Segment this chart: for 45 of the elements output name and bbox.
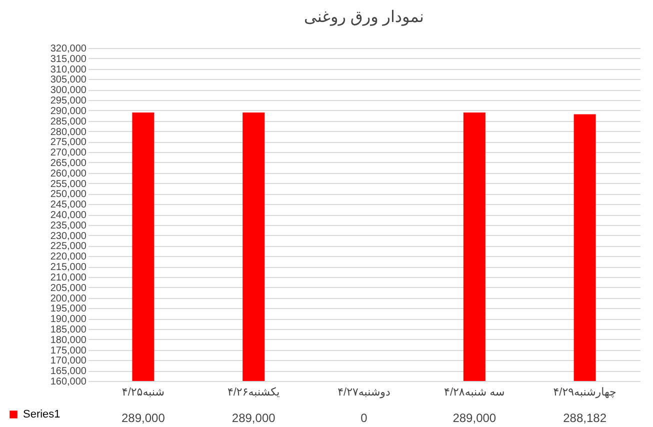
y-tick-label: 280,000 <box>50 126 87 138</box>
y-tick-label: 305,000 <box>50 74 87 86</box>
y-tick-label: 205,000 <box>50 282 87 294</box>
y-tick-label: 240,000 <box>50 210 87 221</box>
y-tick-label: 235,000 <box>50 220 87 232</box>
data-label: 289,000 <box>452 411 496 425</box>
y-tick-label: 295,000 <box>50 96 87 107</box>
y-tick-label: 215,000 <box>50 262 87 274</box>
y-tick-label: 290,000 <box>50 106 87 117</box>
legend-label: Series1 <box>23 408 60 420</box>
y-tick-label: 170,000 <box>50 356 87 367</box>
y-tick-label: 225,000 <box>50 241 87 252</box>
y-tick-label: 265,000 <box>50 158 87 169</box>
data-label: 289,000 <box>122 411 166 425</box>
y-tick-label: 195,000 <box>50 304 87 315</box>
y-tick-label: 270,000 <box>50 148 87 159</box>
y-tick-label: 320,000 <box>50 44 87 54</box>
y-tick-label: 255,000 <box>50 178 87 190</box>
y-tick-label: 165,000 <box>50 366 87 378</box>
y-tick-label: 300,000 <box>50 85 87 96</box>
chart-title: نمودار ورق روغنی <box>304 9 424 26</box>
y-tick-label: 190,000 <box>50 314 87 326</box>
y-tick-label: 310,000 <box>50 64 87 76</box>
y-tick-label: 260,000 <box>50 168 87 180</box>
y-tick-label: 180,000 <box>50 334 87 346</box>
y-tick-label: 185,000 <box>50 324 87 336</box>
y-tick-label: 250,000 <box>50 189 87 200</box>
y-tick-label: 285,000 <box>50 116 87 128</box>
y-tick-label: 315,000 <box>50 54 87 65</box>
x-tick-label: شنبه۴/۲۵ <box>122 386 164 398</box>
y-tick-label: 275,000 <box>50 137 87 148</box>
x-tick-label: چهارشنبه۴/۲۹ <box>553 386 616 398</box>
y-tick-label: 230,000 <box>50 230 87 242</box>
y-tick-label: 210,000 <box>50 272 87 284</box>
text: 0 <box>360 411 368 425</box>
x-tick-label: سه شنبه۴/۲۸ <box>444 386 505 398</box>
x-tick-label: یکشنبه۴/۲۶ <box>227 386 280 398</box>
y-tick-label: 245,000 <box>50 200 87 211</box>
data-label: 289,000 <box>232 411 276 425</box>
y-tick-label: 160,000 <box>50 376 87 388</box>
data-label: 288,182 <box>563 411 607 425</box>
y-tick-label: 220,000 <box>50 252 87 263</box>
x-tick-label: دوشنبه۴/۲۷ <box>338 386 390 398</box>
y-tick-label: 175,000 <box>50 345 87 356</box>
y-tick-label: 200,000 <box>50 293 87 304</box>
